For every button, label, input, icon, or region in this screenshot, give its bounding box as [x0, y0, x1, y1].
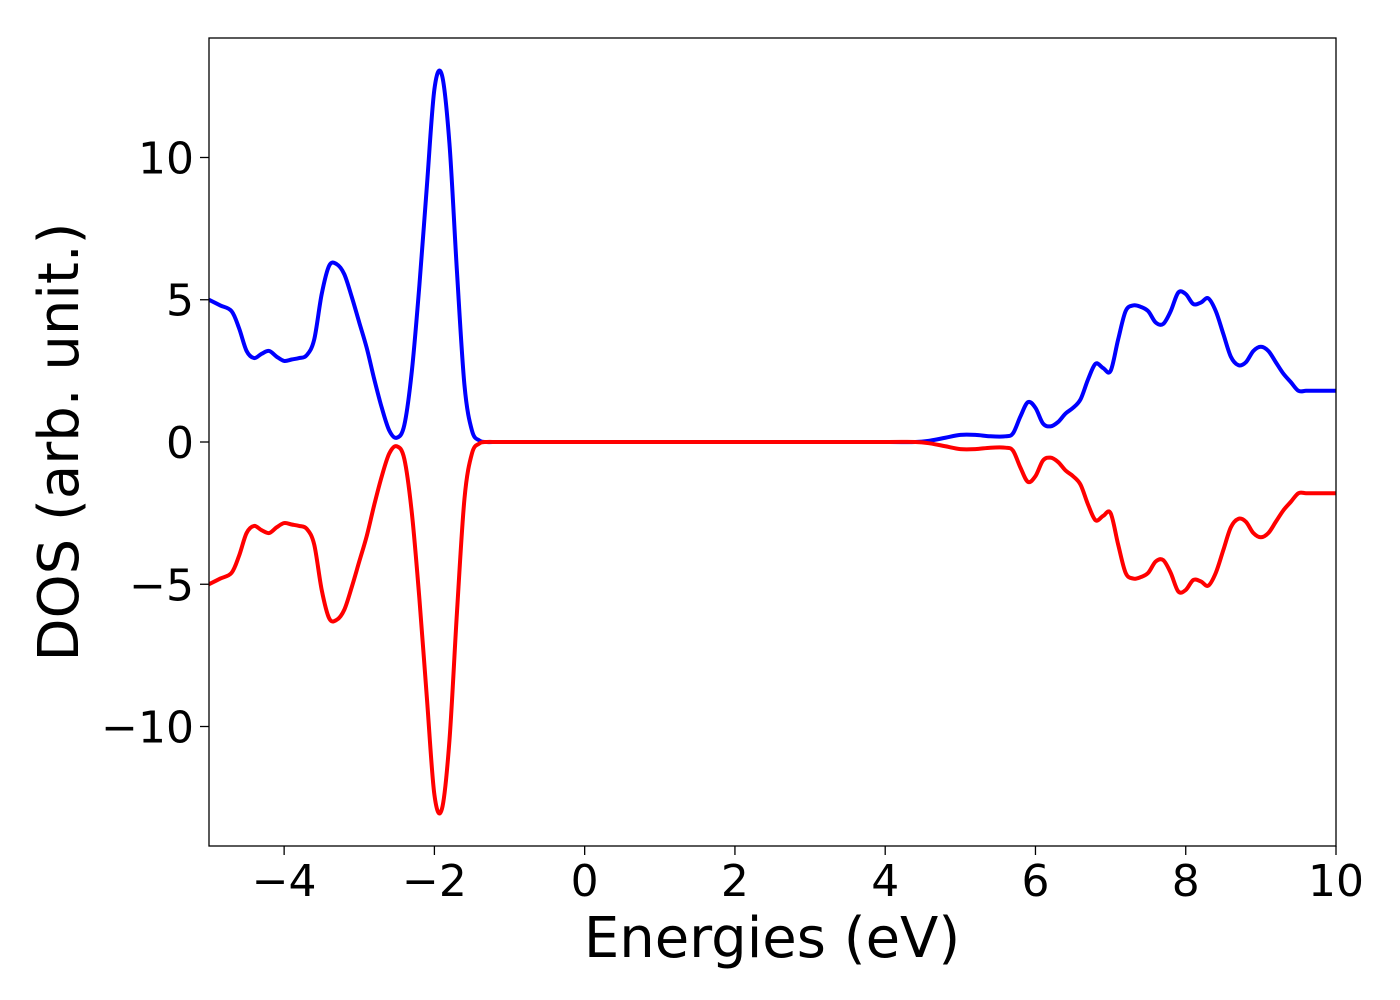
- series-group: [209, 68, 1336, 816]
- y-axis-ticks: −10 −5 0 5 10: [101, 133, 209, 754]
- x-axis-label: Energies (eV): [584, 906, 960, 971]
- y-tick-label: −5: [129, 560, 194, 611]
- x-tick-label: 2: [721, 856, 749, 907]
- y-tick-label: 5: [166, 276, 194, 327]
- series-line-1: [209, 68, 1336, 445]
- y-tick-label: 0: [166, 418, 194, 469]
- y-axis-label: DOS (arb. unit.): [27, 222, 92, 661]
- x-axis-ticks: −4 −2 0 2 4 6 8 10: [252, 846, 1364, 907]
- series-line-2: [209, 439, 1336, 816]
- y-tick-label: −10: [101, 703, 194, 754]
- x-tick-label: 0: [571, 856, 599, 907]
- x-tick-label: 10: [1308, 856, 1364, 907]
- x-tick-label: −4: [252, 856, 317, 907]
- x-tick-label: −2: [402, 856, 467, 907]
- x-tick-label: 8: [1172, 856, 1200, 907]
- x-tick-label: 6: [1021, 856, 1049, 907]
- y-tick-label: 10: [138, 133, 194, 184]
- x-tick-label: 4: [871, 856, 899, 907]
- plot-area: [208, 37, 1337, 847]
